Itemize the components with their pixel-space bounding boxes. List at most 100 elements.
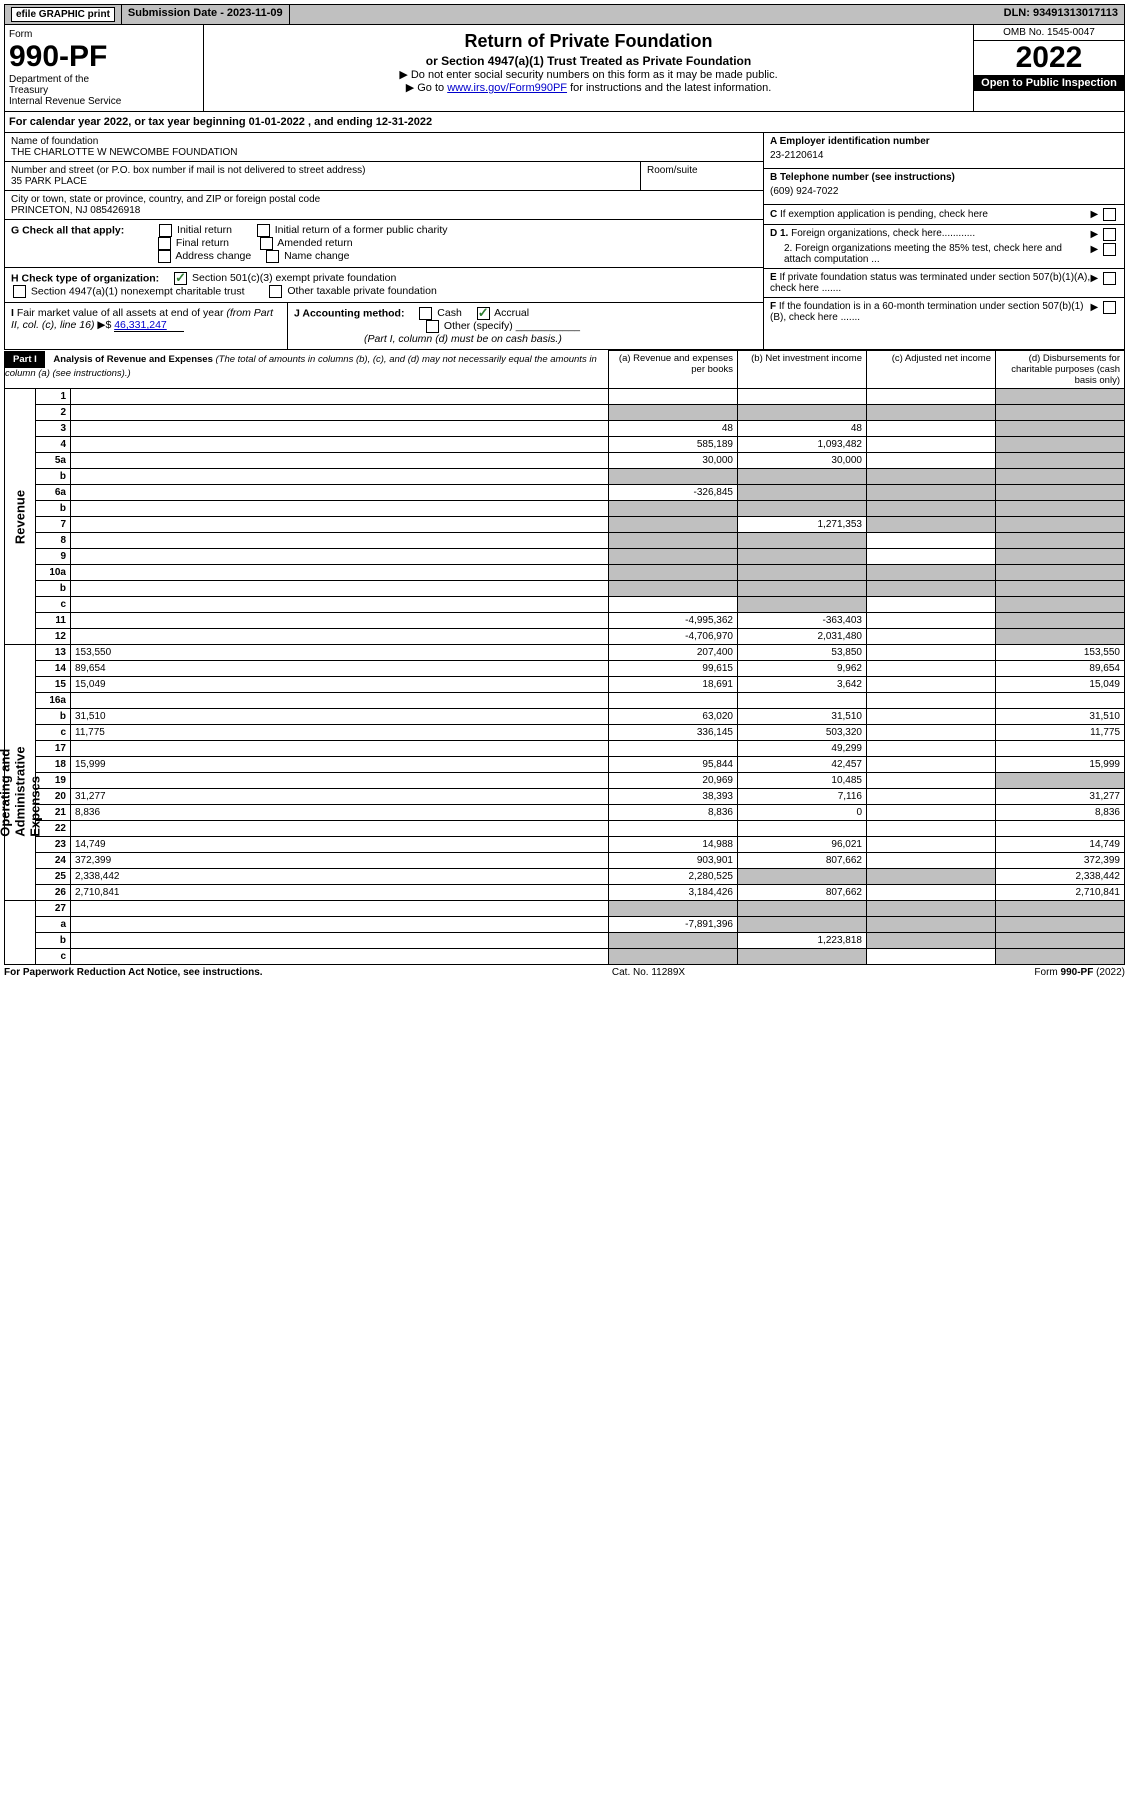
chk-e[interactable] xyxy=(1103,272,1116,285)
table-row: 1815,99995,84442,45715,999 xyxy=(5,757,1125,773)
irs-link[interactable]: www.irs.gov/Form990PF xyxy=(447,82,567,94)
chk-4947[interactable] xyxy=(13,285,26,298)
value-cell-b xyxy=(738,389,867,405)
table-row: b xyxy=(5,469,1125,485)
form-subtitle: or Section 4947(a)(1) Trust Treated as P… xyxy=(208,54,969,68)
value-cell-d xyxy=(996,933,1125,949)
value-cell-a: 99,615 xyxy=(609,661,738,677)
org-name-cell: Name of foundation THE CHARLOTTE W NEWCO… xyxy=(5,133,763,162)
line-description xyxy=(71,533,609,549)
line-number: a xyxy=(36,917,71,933)
value-cell-a xyxy=(609,517,738,533)
chk-address-change[interactable] xyxy=(158,250,171,263)
footer-center: Cat. No. 11289X xyxy=(612,967,685,978)
fmv-link[interactable]: 46,331,247 xyxy=(114,319,184,332)
table-row: 6a-326,845 xyxy=(5,485,1125,501)
chk-amended[interactable] xyxy=(260,237,273,250)
line-description: 2,710,841 xyxy=(71,885,609,901)
value-cell-d xyxy=(996,565,1125,581)
table-row: 12-4,706,9702,031,480 xyxy=(5,629,1125,645)
chk-initial-return[interactable] xyxy=(159,224,172,237)
value-cell-b: 49,299 xyxy=(738,741,867,757)
value-cell-b xyxy=(738,869,867,885)
line-description: 372,399 xyxy=(71,853,609,869)
phone-value: (609) 924-7022 xyxy=(770,186,838,197)
value-cell-b: 503,320 xyxy=(738,725,867,741)
org-city-cell: City or town, state or province, country… xyxy=(5,191,763,220)
value-cell-a: 336,145 xyxy=(609,725,738,741)
chk-f[interactable] xyxy=(1103,301,1116,314)
value-cell-c xyxy=(867,565,996,581)
table-row: 2 xyxy=(5,405,1125,421)
line-description: 8,836 xyxy=(71,805,609,821)
table-row: 22 xyxy=(5,821,1125,837)
table-row: 27 xyxy=(5,901,1125,917)
chk-accrual[interactable] xyxy=(477,307,490,320)
line-number: b xyxy=(36,933,71,949)
line-description xyxy=(71,581,609,597)
note-goto: ▶ Go to www.irs.gov/Form990PF for instru… xyxy=(208,81,969,94)
table-row: 4585,1891,093,482 xyxy=(5,437,1125,453)
value-cell-a: -4,995,362 xyxy=(609,613,738,629)
section-g: G Check all that apply: Initial return I… xyxy=(5,220,763,268)
value-cell-b xyxy=(738,501,867,517)
value-cell-b: 3,642 xyxy=(738,677,867,693)
chk-other-taxable[interactable] xyxy=(269,285,282,298)
value-cell-c xyxy=(867,453,996,469)
chk-d2[interactable] xyxy=(1103,243,1116,256)
line-number: 10a xyxy=(36,565,71,581)
value-cell-c xyxy=(867,549,996,565)
submission-date: Submission Date - 2023-11-09 xyxy=(122,5,290,24)
value-cell-c xyxy=(867,709,996,725)
chk-initial-former[interactable] xyxy=(257,224,270,237)
value-cell-b xyxy=(738,693,867,709)
value-cell-d xyxy=(996,421,1125,437)
chk-name-change[interactable] xyxy=(266,250,279,263)
chk-final-return[interactable] xyxy=(158,237,171,250)
value-cell-d: 31,277 xyxy=(996,789,1125,805)
col-b-header: (b) Net investment income xyxy=(738,351,867,389)
chk-d1[interactable] xyxy=(1103,228,1116,241)
value-cell-a xyxy=(609,693,738,709)
value-cell-c xyxy=(867,757,996,773)
value-cell-c xyxy=(867,469,996,485)
footer: For Paperwork Reduction Act Notice, see … xyxy=(4,965,1125,980)
street-address: 35 PARK PLACE xyxy=(11,176,87,187)
form-title: Return of Private Foundation xyxy=(208,31,969,52)
value-cell-b xyxy=(738,949,867,965)
value-cell-a xyxy=(609,581,738,597)
line-number: 14 xyxy=(36,661,71,677)
table-row: a-7,891,396 xyxy=(5,917,1125,933)
f-cell: F If the foundation is in a 60-month ter… xyxy=(764,298,1124,326)
value-cell-c xyxy=(867,485,996,501)
value-cell-c xyxy=(867,581,996,597)
value-cell-a xyxy=(609,549,738,565)
line-description xyxy=(71,949,609,965)
line-description xyxy=(71,485,609,501)
value-cell-c xyxy=(867,917,996,933)
value-cell-d: 89,654 xyxy=(996,661,1125,677)
value-cell-d xyxy=(996,901,1125,917)
line-number: 23 xyxy=(36,837,71,853)
value-cell-b: 96,021 xyxy=(738,837,867,853)
value-cell-a: 38,393 xyxy=(609,789,738,805)
line-description: 14,749 xyxy=(71,837,609,853)
value-cell-a: 3,184,426 xyxy=(609,885,738,901)
efile-label: efile GRAPHIC print xyxy=(11,7,115,22)
line-description: 15,999 xyxy=(71,757,609,773)
value-cell-d: 153,550 xyxy=(996,645,1125,661)
value-cell-c xyxy=(867,645,996,661)
value-cell-b: 807,662 xyxy=(738,853,867,869)
chk-c[interactable] xyxy=(1103,208,1116,221)
value-cell-a: 48 xyxy=(609,421,738,437)
value-cell-d: 31,510 xyxy=(996,709,1125,725)
line-description xyxy=(71,693,609,709)
chk-other-method[interactable] xyxy=(426,320,439,333)
value-cell-b: 10,485 xyxy=(738,773,867,789)
value-cell-d xyxy=(996,597,1125,613)
chk-501c3[interactable] xyxy=(174,272,187,285)
value-cell-b: 2,031,480 xyxy=(738,629,867,645)
line-description xyxy=(71,597,609,613)
value-cell-c xyxy=(867,725,996,741)
chk-cash[interactable] xyxy=(419,307,432,320)
